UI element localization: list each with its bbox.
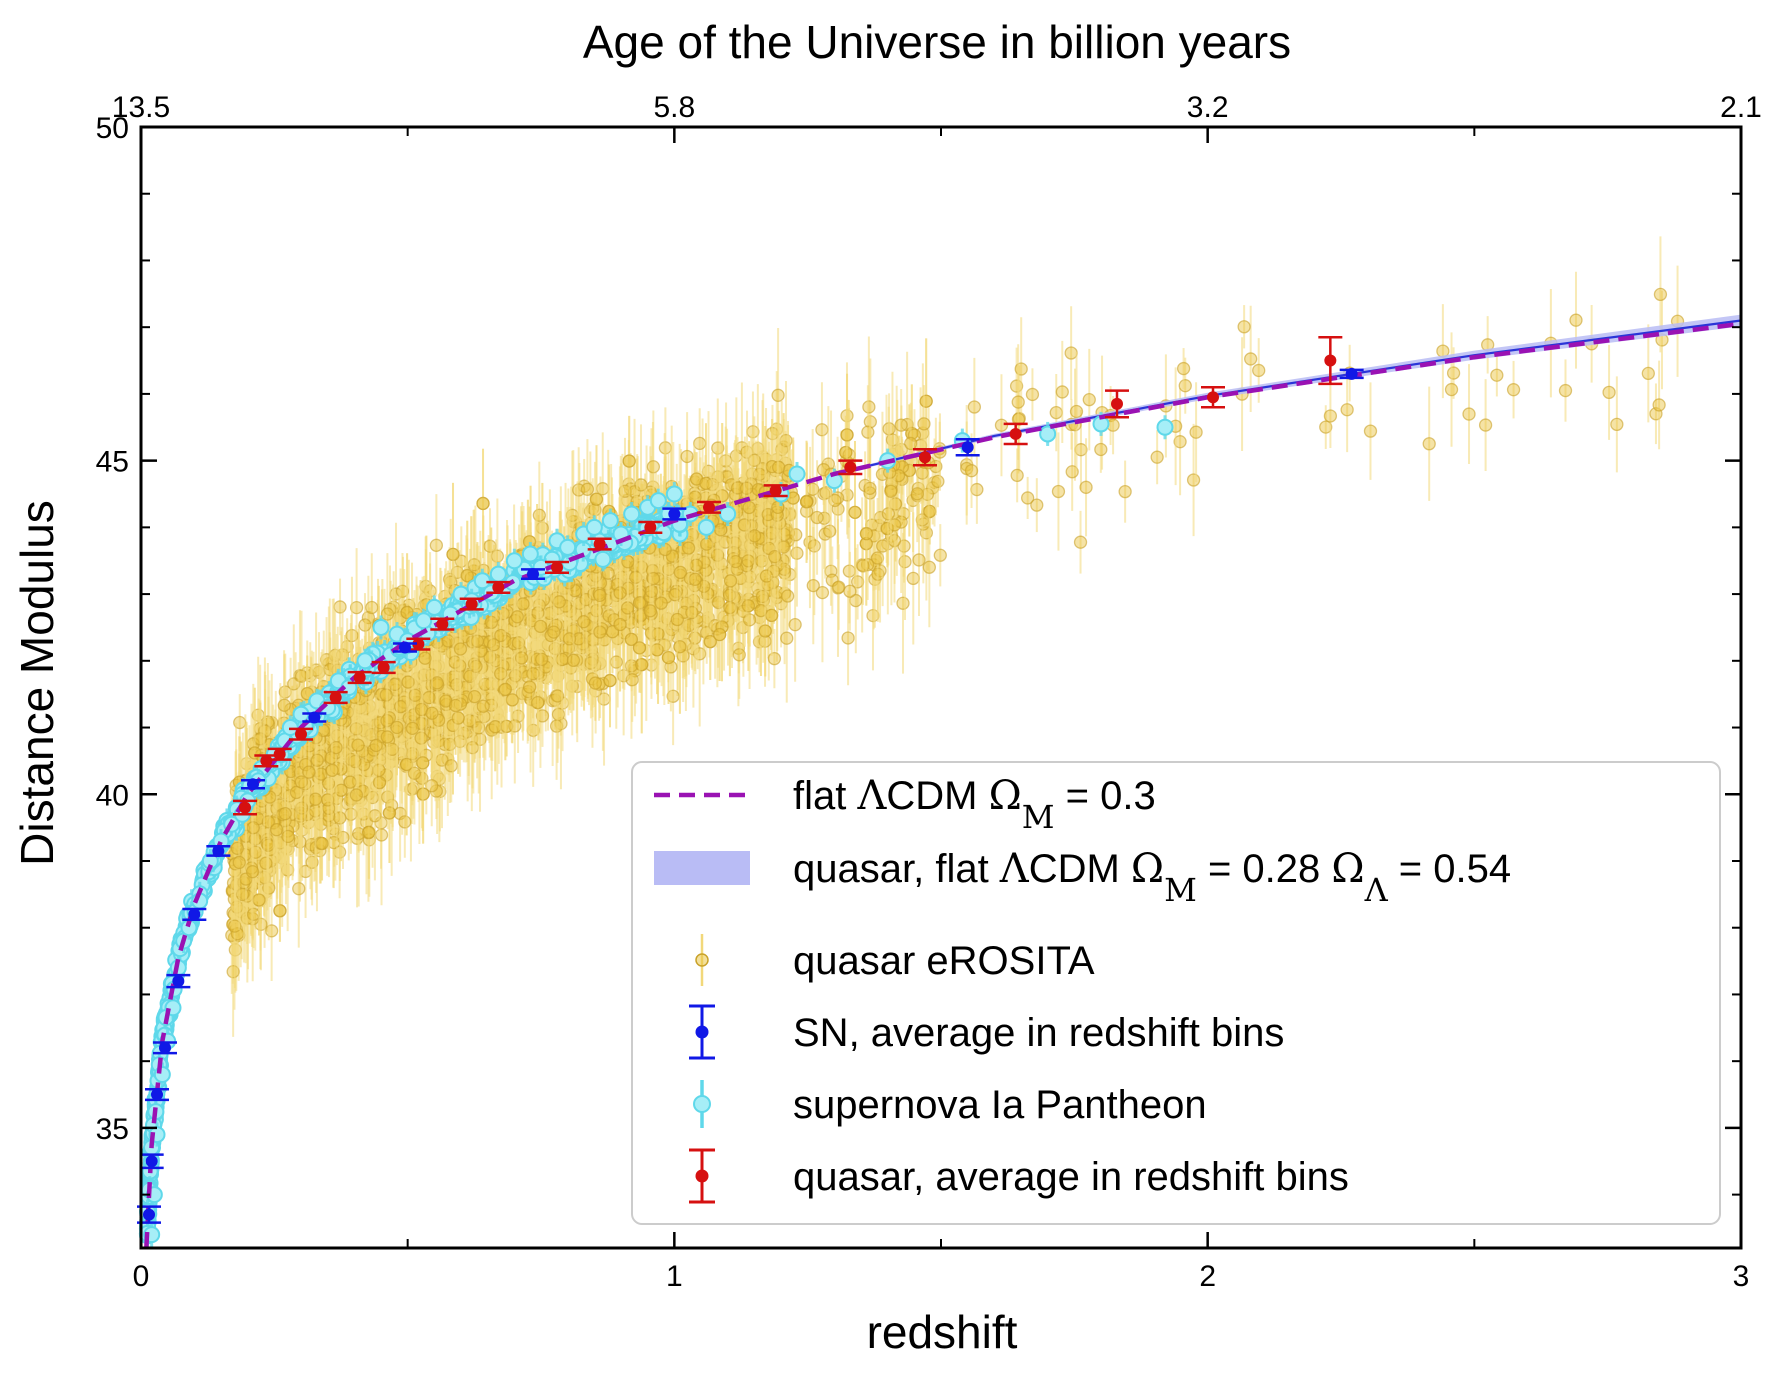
quasar-marker <box>771 388 785 402</box>
quasar-marker <box>922 560 936 574</box>
quasar-marker <box>841 631 855 645</box>
quasar-marker <box>490 549 505 563</box>
quasar-marker <box>861 425 875 439</box>
quasar-marker <box>862 400 876 414</box>
quasar-marker <box>933 548 947 562</box>
quasar-marker <box>807 539 821 553</box>
quasar-marker <box>767 651 782 666</box>
quasar-marker <box>374 828 389 842</box>
quasar-marker <box>264 924 279 938</box>
quasar-marker <box>815 423 829 437</box>
quasar-marker <box>896 596 910 610</box>
quasar-marker <box>779 433 793 448</box>
quasar-marker <box>788 618 802 632</box>
quasar-marker <box>906 571 920 586</box>
